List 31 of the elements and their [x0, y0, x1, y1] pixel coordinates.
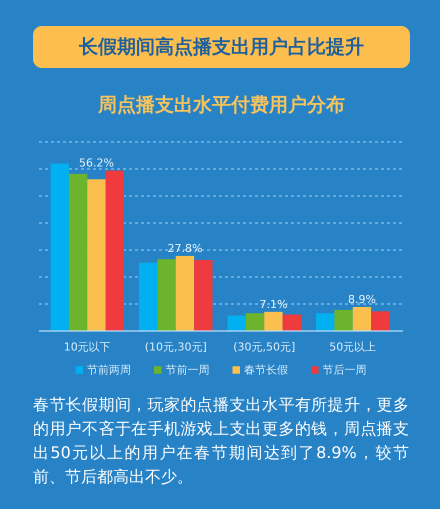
bar — [106, 170, 124, 331]
chart-title: 长假期间高点播支出用户占比提升 — [78, 36, 364, 58]
bar — [316, 313, 334, 331]
data-label: 7.1% — [259, 298, 288, 311]
x-tick-label: (10元,30元] — [144, 340, 207, 354]
bar — [139, 262, 158, 331]
data-label: 27.8% — [167, 242, 202, 255]
bar — [157, 259, 176, 331]
bar — [194, 260, 212, 331]
x-tick-label: 10元以下 — [64, 340, 111, 354]
bar — [68, 174, 88, 331]
bar — [371, 311, 390, 331]
bar — [87, 179, 106, 331]
bar — [334, 310, 353, 331]
bar — [228, 316, 246, 331]
bar — [176, 256, 194, 331]
data-label: 8.9% — [348, 292, 376, 306]
x-tick-label: (30元,50元] — [233, 340, 296, 354]
bar — [264, 312, 283, 331]
bar — [246, 313, 264, 331]
bar — [352, 306, 372, 331]
bar — [50, 164, 69, 331]
legend-label: 节后一周 — [322, 364, 366, 376]
bar — [282, 314, 301, 331]
legend-label: 节前两周 — [87, 364, 131, 376]
text: 春节长假期间，玩家的点播支出水平有所提升，更多的用户不吝于在手机游戏上支出更多的钱，周点播支出50元以上的用户在春节期间达到了8.9%，较节前、节后都高出不少。 — [33, 394, 409, 488]
data-label: 56.2% — [78, 156, 114, 170]
x-tick-label: 50元以上 — [329, 340, 376, 354]
chart-subtitle: 周点播支出水平付费用户分布 — [97, 94, 345, 116]
legend-label: 春节长假 — [244, 364, 288, 376]
legend-label: 节前一周 — [166, 364, 210, 376]
